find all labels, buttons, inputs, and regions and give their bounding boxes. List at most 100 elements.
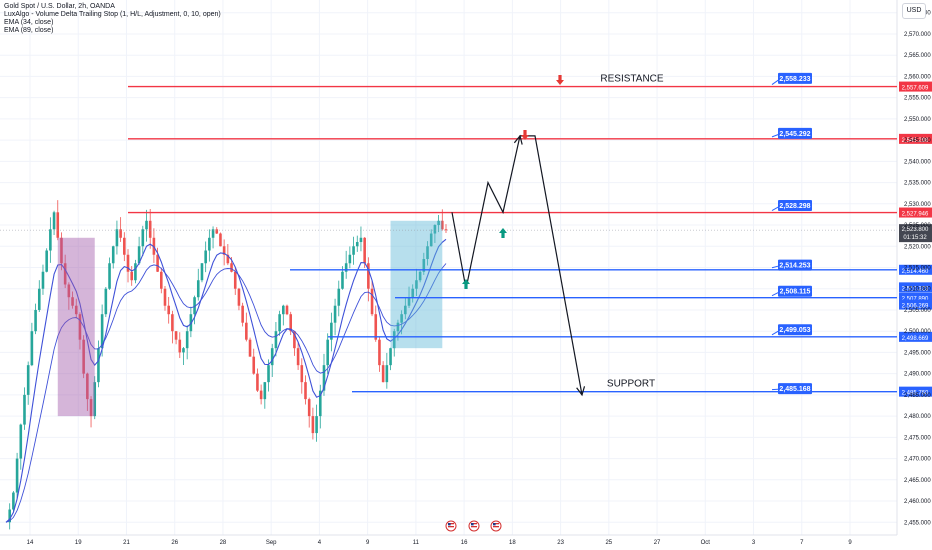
- candle: [289, 311, 293, 336]
- candle-body: [97, 348, 100, 383]
- legend-symbol[interactable]: Gold Spot / U.S. Dollar, 2h, OANDA: [4, 3, 115, 10]
- time-axis-tick: 27: [654, 540, 661, 546]
- level-level-2514[interactable]: 2,514.253 2,514.460: [290, 259, 932, 275]
- axis-price-tag: [899, 331, 932, 342]
- candle-body: [318, 390, 322, 417]
- level-resistance[interactable]: 2,558.233 2,557.609 RESISTANCE: [128, 72, 932, 92]
- callout-value: 2,545.292: [779, 131, 810, 138]
- candle-body: [359, 237, 363, 243]
- candle-body: [256, 373, 259, 391]
- level-level-2545[interactable]: 2,545.292 2,545.298: [128, 127, 932, 144]
- candle: [245, 312, 248, 342]
- candle-body: [215, 229, 219, 234]
- buy-arrow-icon: [462, 279, 470, 289]
- candle: [404, 298, 407, 320]
- candle: [86, 372, 89, 411]
- candle: [237, 287, 241, 311]
- candle-body: [300, 365, 304, 383]
- candle-body: [159, 271, 163, 289]
- candle-body: [415, 280, 418, 289]
- candle: [171, 310, 174, 344]
- legend-ema-89[interactable]: EMA (89, close): [4, 27, 54, 34]
- candle-body: [396, 322, 400, 332]
- candle-body: [185, 331, 189, 349]
- time-axis[interactable]: 14 19 21 26 28 Sep 4 9 11 16 18 23 25 27 Oct 3 7 9: [27, 540, 853, 546]
- candle-body: [56, 212, 60, 238]
- level-support[interactable]: 2,485.168 2,485.760 SUPPORT: [352, 379, 932, 397]
- candle-body: [341, 271, 344, 289]
- axis-price-tag: [899, 207, 932, 218]
- candle: [141, 225, 145, 257]
- price-axis-tick: 2,565.000: [904, 53, 931, 59]
- callout-box: [778, 259, 812, 271]
- candle: [311, 407, 315, 440]
- us-flag-event-icon[interactable]: [468, 520, 480, 532]
- price-axis[interactable]: 2,455.000 2,460.000 2,465.000 2,470.000 2,47…: [904, 11, 931, 527]
- candle: [156, 247, 159, 273]
- us-flag-event-icon[interactable]: [490, 520, 502, 532]
- level-level-2499[interactable]: 2,499.053 2,498.669: [328, 324, 932, 342]
- candle: [378, 337, 381, 372]
- price-axis-tick: 2,570.000: [904, 32, 931, 38]
- candle: [12, 491, 15, 513]
- candle: [167, 296, 170, 324]
- candle-body: [293, 331, 296, 349]
- candle-body: [230, 263, 233, 272]
- candle: [8, 503, 11, 530]
- candle-body: [67, 284, 71, 298]
- chart-legend: Gold Spot / U.S. Dollar, 2h, OANDA LuxAl…: [4, 3, 221, 35]
- level-level-2528[interactable]: 2,528.298 2,527.946: [128, 200, 932, 218]
- callout-value: 2,514.253: [779, 263, 810, 270]
- candle: [182, 347, 185, 366]
- flag-stripe: [471, 526, 477, 528]
- candle-body: [82, 339, 85, 374]
- candle-body: [93, 382, 97, 417]
- candle: [63, 254, 67, 289]
- candle-body: [437, 220, 440, 226]
- candle: [123, 232, 126, 262]
- candle-body: [378, 339, 381, 366]
- sell-arrow-icon: [556, 75, 564, 85]
- candle-body: [241, 305, 244, 323]
- candle-body: [211, 229, 215, 238]
- candle-body: [60, 237, 63, 264]
- candle-body: [363, 237, 366, 264]
- time-axis-tick: 19: [75, 540, 82, 546]
- candle-body: [285, 305, 289, 315]
- flag-canton: [493, 523, 496, 526]
- candle: [34, 303, 37, 335]
- candle-body: [296, 348, 300, 366]
- bear-box: [57, 237, 95, 417]
- us-flag-event-icon[interactable]: [445, 520, 457, 532]
- legend-indicator[interactable]: LuxAlgo - Volume Delta Trailing Stop (1,…: [4, 11, 221, 18]
- candle: [193, 295, 196, 325]
- candle-body: [74, 305, 78, 315]
- grid: [0, 0, 897, 535]
- candle-body: [311, 416, 315, 434]
- buy-arrow-icon: [499, 228, 507, 238]
- time-axis-tick: 9: [848, 540, 852, 546]
- candle: [137, 236, 141, 265]
- price-axis-tick: 2,500.000: [904, 329, 931, 335]
- currency-button[interactable]: USD: [902, 3, 926, 19]
- time-axis-tick: Sep: [266, 540, 277, 546]
- level-label: RESISTANCE: [600, 74, 663, 85]
- axis-price-tag: [899, 299, 932, 310]
- candle: [111, 245, 115, 269]
- candle-body: [12, 492, 15, 510]
- price-axis-tick: 2,530.000: [904, 202, 931, 208]
- candle-body: [115, 229, 119, 247]
- time-axis-tick: 23: [557, 540, 564, 546]
- flag-canton: [448, 523, 451, 526]
- candle: [333, 298, 337, 336]
- candle-body: [245, 322, 248, 340]
- candle-body: [30, 331, 34, 366]
- candle-body: [348, 254, 352, 264]
- candle-body: [307, 399, 311, 417]
- legend-ema-34[interactable]: EMA (34, close): [4, 19, 54, 26]
- candle: [52, 210, 56, 235]
- candle: [330, 312, 333, 352]
- axis-price-tag-text: 2,514.460: [902, 269, 929, 275]
- candle-body: [315, 416, 318, 434]
